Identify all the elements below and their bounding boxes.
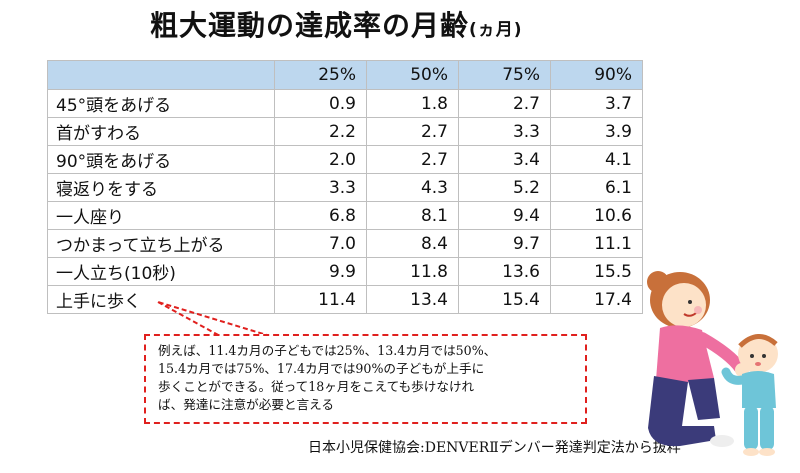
mother-baby-illustration	[647, 271, 778, 456]
row-label: 一人立ち(10秒)	[47, 257, 275, 286]
cell-90: 6.1	[550, 173, 643, 202]
cell-75: 13.6	[458, 257, 551, 286]
table-row: 首がすわる 2.2 2.7 3.3 3.9	[47, 117, 643, 146]
note-line: 例えば、11.4カ月の子どもでは25%、13.4カ月では50%、	[158, 343, 497, 358]
note-line: 歩くことができる。従って18ヶ月をこえても歩けなけれ	[158, 379, 475, 394]
cell-90: 10.6	[550, 201, 643, 230]
cell-50: 13.4	[366, 285, 459, 314]
cell-25: 3.3	[274, 173, 367, 202]
cell-25: 9.9	[274, 257, 367, 286]
table-row: 90°頭をあげる 2.0 2.7 3.4 4.1	[47, 145, 643, 174]
header-blank	[47, 60, 275, 90]
cell-75: 3.3	[458, 117, 551, 146]
cell-90: 4.1	[550, 145, 643, 174]
cell-90: 11.1	[550, 229, 643, 258]
row-label: 45°頭をあげる	[47, 89, 275, 118]
cell-25: 0.9	[274, 89, 367, 118]
cell-90: 15.5	[550, 257, 643, 286]
cell-50: 1.8	[366, 89, 459, 118]
row-label: つかまって立ち上がる	[47, 229, 275, 258]
cell-90: 3.7	[550, 89, 643, 118]
cell-75: 9.4	[458, 201, 551, 230]
cell-25: 7.0	[274, 229, 367, 258]
cell-25: 2.0	[274, 145, 367, 174]
table-row: 一人座り 6.8 8.1 9.4 10.6	[47, 201, 643, 230]
header-50: 50%	[366, 60, 459, 90]
row-label: 上手に歩く	[47, 285, 275, 314]
cell-75: 9.7	[458, 229, 551, 258]
page-title: 粗大運動の達成率の月齢(ヵ月)	[150, 4, 523, 44]
row-label: 一人座り	[47, 201, 275, 230]
cell-90: 3.9	[550, 117, 643, 146]
table-row: 寝返りをする 3.3 4.3 5.2 6.1	[47, 173, 643, 202]
table-row: 一人立ち(10秒) 9.9 11.8 13.6 15.5	[47, 257, 643, 286]
cell-75: 3.4	[458, 145, 551, 174]
title-main: 粗大運動の達成率の月齢	[150, 9, 470, 42]
cell-50: 11.8	[366, 257, 459, 286]
cell-75: 2.7	[458, 89, 551, 118]
cell-50: 2.7	[366, 145, 459, 174]
cell-50: 8.4	[366, 229, 459, 258]
milestone-table: 25% 50% 75% 90% 45°頭をあげる 0.9 1.8 2.7 3.7…	[47, 60, 643, 314]
source-credit: 日本小児保健協会:DENVERⅡデンバー発達判定法から抜粋	[308, 440, 681, 456]
table-row: 45°頭をあげる 0.9 1.8 2.7 3.7	[47, 89, 643, 118]
table-row: つかまって立ち上がる 7.0 8.4 9.7 11.1	[47, 229, 643, 258]
header-25: 25%	[274, 60, 367, 90]
cell-25: 2.2	[274, 117, 367, 146]
callout-pointer	[157, 301, 271, 337]
row-label: 首がすわる	[47, 117, 275, 146]
cell-90: 17.4	[550, 285, 643, 314]
cell-75: 5.2	[458, 173, 551, 202]
cell-50: 4.3	[366, 173, 459, 202]
explanation-callout: 例えば、11.4カ月の子どもでは25%、13.4カ月では50%、 15.4カ月で…	[144, 334, 587, 424]
note-line: ば、発達に注意が必要と言える	[158, 397, 334, 412]
header-90: 90%	[550, 60, 643, 90]
row-label: 90°頭をあげる	[47, 145, 275, 174]
cell-75: 15.4	[458, 285, 551, 314]
table-row: 上手に歩く 11.4 13.4 15.4 17.4	[47, 285, 643, 314]
cell-25: 6.8	[274, 201, 367, 230]
cell-50: 2.7	[366, 117, 459, 146]
row-label: 寝返りをする	[47, 173, 275, 202]
table-header-row: 25% 50% 75% 90%	[47, 60, 643, 90]
header-75: 75%	[458, 60, 551, 90]
cell-50: 8.1	[366, 201, 459, 230]
title-unit: (ヵ月)	[469, 20, 523, 40]
note-line: 15.4カ月では75%、17.4カ月では90%の子どもが上手に	[158, 361, 485, 376]
